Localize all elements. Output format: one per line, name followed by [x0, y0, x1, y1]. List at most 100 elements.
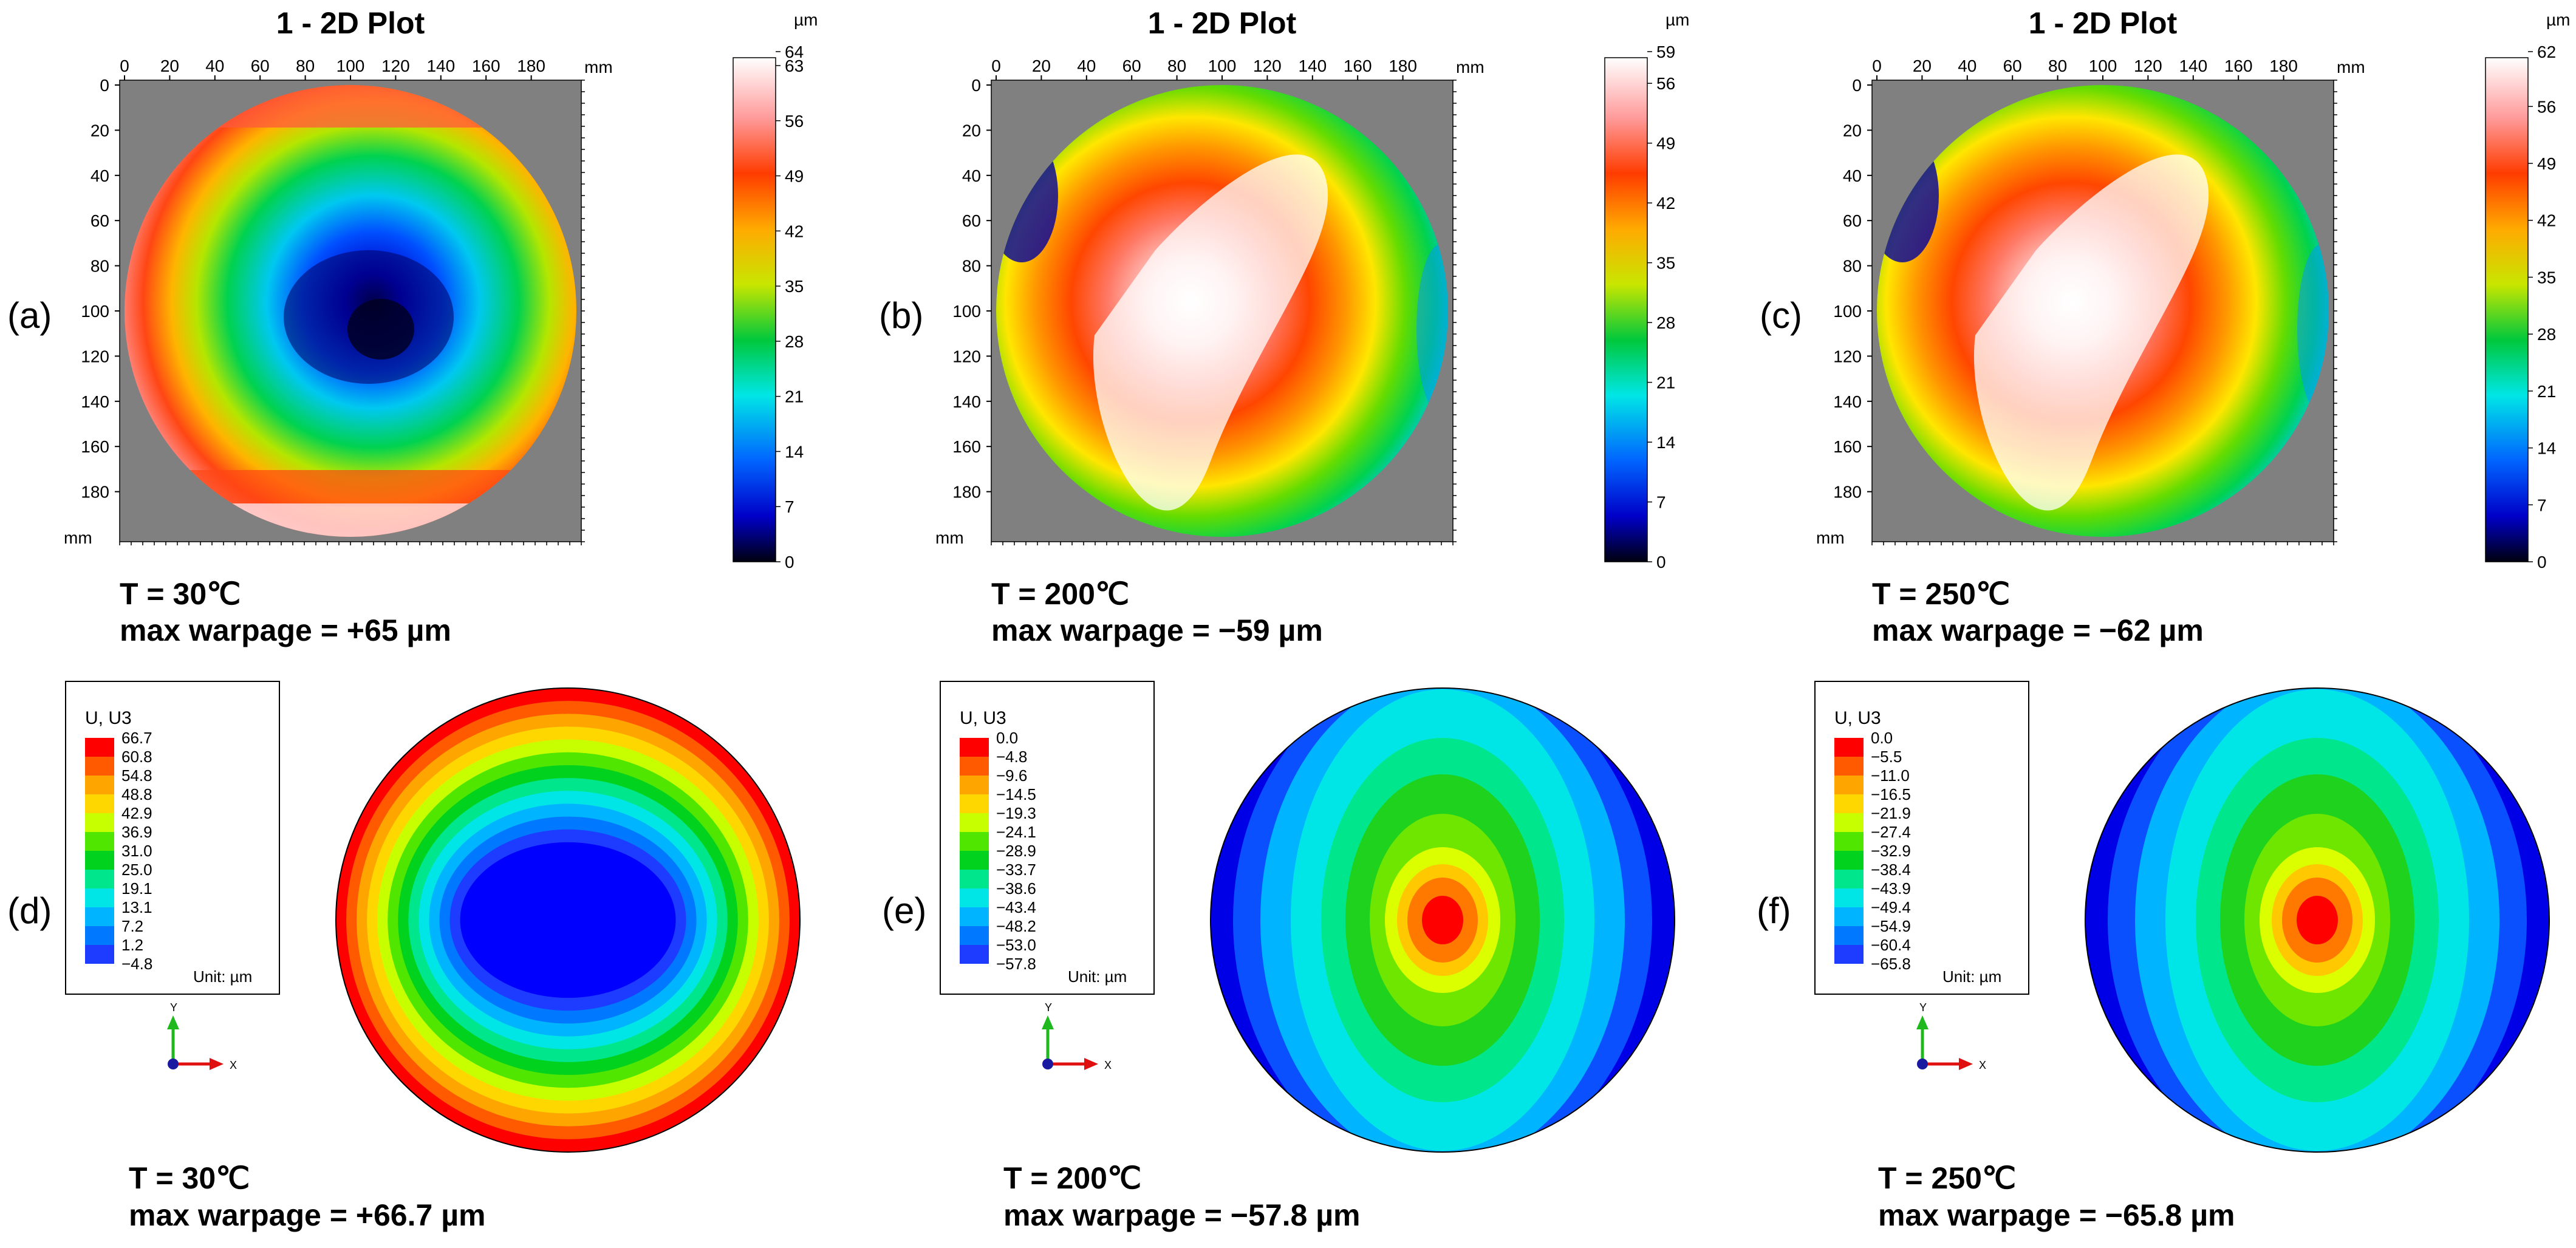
caption-warpage: max warpage = −65.8 µm	[1878, 1198, 2235, 1232]
colorbar-tick-label: 21	[1656, 373, 1675, 392]
legend-value: −11.0	[1871, 766, 1910, 785]
y-tick-label: 20	[962, 121, 981, 140]
caption-warpage: max warpage = −59 µm	[991, 613, 1323, 647]
legend-swatch	[960, 907, 989, 926]
legend-swatch	[85, 813, 114, 832]
y-tick-label: 180	[81, 483, 109, 502]
y-tick-label: 180	[952, 483, 981, 502]
legend-value: −43.9	[1871, 879, 1911, 898]
x-tick-label: 60	[251, 56, 270, 75]
y-axis-unit: mm	[1816, 528, 1845, 547]
colorbar-tick-label: 59	[1656, 43, 1675, 61]
measured-plot-3: 1 - 2D Plot(c)0 20 40 60 80 100 120 140 160 180 mm…	[1760, 6, 2570, 647]
colorbar-tick-label: 49	[1656, 134, 1675, 153]
legend-value: −4.8	[121, 955, 152, 973]
legend-value: −53.0	[996, 936, 1036, 954]
simulation-panels: (d)U, U366.760.854.848.842.936.931.025.0…	[7, 681, 2550, 1232]
y-axis-arrowhead	[167, 1015, 179, 1029]
legend-value: −57.8	[996, 955, 1036, 973]
contour-band	[2297, 896, 2338, 944]
legend-swatch	[960, 851, 989, 870]
x-axis-unit: mm	[584, 58, 613, 77]
y-tick-label: 160	[952, 437, 981, 456]
legend-swatch	[85, 832, 114, 851]
x-axis-arrowhead	[1959, 1058, 1973, 1070]
colorbar-unit: µm	[1666, 10, 1689, 29]
legend-swatch	[85, 945, 114, 964]
measured-panels: 1 - 2D Plot(a)0 20 40 60 80 100 120 140 160 180 mm…	[7, 6, 2570, 647]
origin-dot	[1917, 1059, 1928, 1069]
legend-swatch	[960, 870, 989, 888]
contour-band	[1422, 896, 1463, 944]
legend-swatch	[1834, 832, 1864, 851]
contour-map	[2085, 688, 2549, 1152]
caption-temperature: T = 200℃	[1003, 1161, 1141, 1195]
y-tick-label: 0	[971, 76, 981, 95]
x-axis-arrowhead	[210, 1058, 224, 1070]
legend-title: U, U3	[85, 708, 132, 728]
y-axis-unit: mm	[64, 528, 92, 547]
x-tick-label: 120	[1253, 56, 1282, 75]
caption-temperature: T = 200℃	[991, 577, 1129, 611]
legend-swatch	[960, 794, 989, 813]
legend-value: 19.1	[121, 879, 152, 898]
plot-frame	[991, 80, 1454, 542]
colorbar-tick-label: 56	[1656, 74, 1675, 93]
colorbar-tick-label: 42	[2537, 211, 2556, 230]
wafer-map	[1877, 85, 2329, 537]
legend-value: 0.0	[1871, 729, 1893, 747]
legend-swatch	[960, 888, 989, 907]
caption-warpage: max warpage = −57.8 µm	[1003, 1198, 1360, 1232]
legend-swatch	[85, 738, 114, 757]
legend-value: 42.9	[121, 804, 152, 822]
contour-map	[336, 688, 800, 1152]
colorbar	[1604, 57, 1648, 562]
x-tick-label: 0	[120, 56, 129, 75]
contour-map	[1211, 688, 1675, 1152]
legend-value: 13.1	[121, 898, 152, 916]
y-tick-label: 60	[91, 211, 109, 230]
colorbar-tick-label: 49	[2537, 154, 2556, 173]
legend-value: −14.5	[996, 785, 1036, 803]
legend-value: −48.2	[996, 917, 1036, 935]
colorbar-tick-label: 63	[785, 56, 804, 75]
caption-warpage: max warpage = +66.7 µm	[129, 1198, 485, 1232]
triad-y-label: Y	[170, 1001, 177, 1014]
legend-swatch	[960, 813, 989, 832]
y-tick-label: 0	[1852, 76, 1862, 95]
wafer-map	[125, 85, 576, 537]
panel-label: (b)	[879, 295, 923, 336]
plot-title: 1 - 2D Plot	[1148, 6, 1297, 40]
legend-value: −9.6	[996, 766, 1027, 785]
x-tick-label: 120	[2134, 56, 2162, 75]
legend-value: −38.4	[1871, 861, 1911, 879]
y-axis-arrowhead	[1042, 1015, 1054, 1029]
colorbar-tick-label: 0	[1656, 553, 1666, 571]
origin-dot	[1042, 1059, 1053, 1069]
legend-value: −21.9	[1871, 804, 1911, 822]
y-tick-label: 20	[1843, 121, 1862, 140]
caption-temperature: T = 250℃	[1872, 577, 2010, 611]
x-tick-label: 0	[1872, 56, 1882, 75]
legend-swatch	[1834, 794, 1864, 813]
legend-unit: Unit: µm	[193, 967, 252, 986]
x-tick-label: 120	[381, 56, 410, 75]
x-tick-label: 60	[2003, 56, 2022, 75]
wafer-outline	[2085, 687, 2550, 1153]
legend-value: 60.8	[121, 748, 152, 766]
panel-label: (c)	[1760, 295, 1802, 336]
legend-value: 36.9	[121, 823, 152, 841]
legend-unit: Unit: µm	[1942, 967, 2001, 986]
legend-value: −38.6	[996, 879, 1036, 898]
wafer-outline	[335, 687, 801, 1153]
legend-value: −33.7	[996, 861, 1036, 879]
legend-value: −60.4	[1871, 936, 1911, 954]
plot-frame	[119, 80, 582, 542]
x-tick-label: 140	[1298, 56, 1327, 75]
x-axis-arrowhead	[1084, 1058, 1098, 1070]
legend-swatch	[85, 888, 114, 907]
x-tick-label: 40	[1077, 56, 1096, 75]
x-tick-label: 140	[2179, 56, 2207, 75]
y-tick-label: 180	[1833, 483, 1862, 502]
legend-value: 7.2	[121, 917, 143, 935]
